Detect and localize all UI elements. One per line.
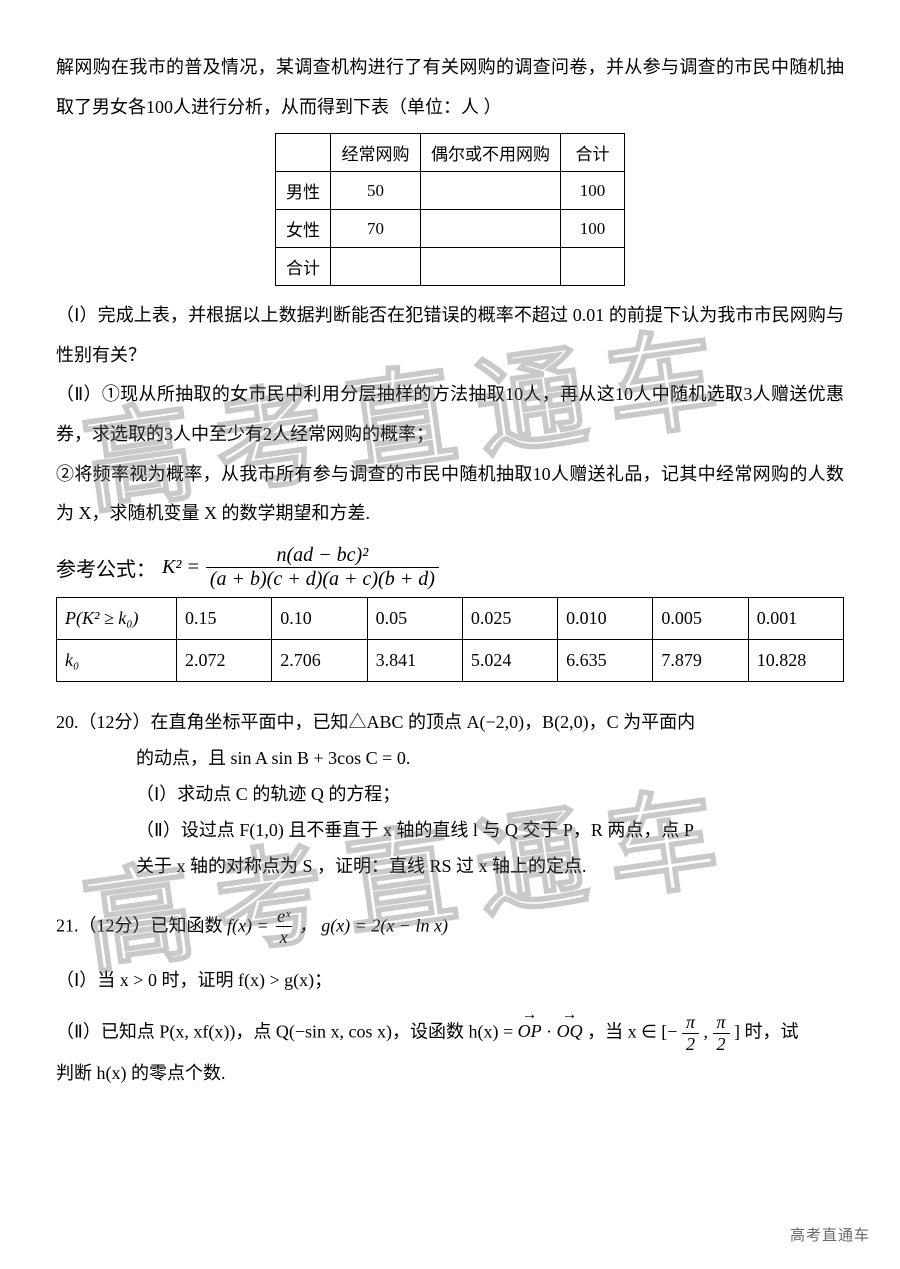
table-row: 男性 50 100 bbox=[276, 172, 625, 210]
cell: 2.706 bbox=[272, 639, 367, 681]
q20-line: 20.（12分）在直角坐标平面中，已知△ABC 的顶点 A(−2,0)，B(2,… bbox=[56, 704, 844, 740]
cell: 0.05 bbox=[367, 597, 462, 639]
ref-row-head: P(K² ≥ k₀) bbox=[57, 597, 177, 639]
formula-numerator: n(ad − bc)² bbox=[273, 544, 373, 567]
interval-sep: , bbox=[703, 1021, 712, 1041]
q21-part-I: （Ⅰ）当 x > 0 时，证明 f(x) > g(x)； bbox=[56, 962, 844, 998]
formula-lhs: K² = bbox=[162, 556, 200, 579]
question-part-I: （Ⅰ）完成上表，并根据以上数据判断能否在犯错误的概率不超过 0.01 的前提下认… bbox=[56, 296, 844, 375]
question-part-II-1: （Ⅱ）①现从所抽取的女市民中利用分层抽样的方法抽取10人，再从这10人中随机选取… bbox=[56, 375, 844, 454]
q20-line: 关于 x 轴的对称点为 S ，证明：直线 RS 过 x 轴上的定点. bbox=[136, 848, 844, 884]
q21-head: 21.（12分）已知函数 f(x) = eˣ x ， g(x) = 2(x − … bbox=[56, 906, 844, 948]
frac-den: x bbox=[276, 926, 292, 948]
formula-denominator: (a + b)(c + d)(a + c)(b + d) bbox=[206, 567, 439, 591]
q21-II-text: （Ⅱ）已知点 P(x, xf(x))，点 Q(−sin x, cos x)，设函… bbox=[56, 1021, 518, 1041]
ref-row-head: k₀ bbox=[57, 639, 177, 681]
cell: 50 bbox=[331, 172, 421, 210]
table-header-blank bbox=[276, 134, 331, 172]
cell: 0.010 bbox=[558, 597, 653, 639]
cell: 6.635 bbox=[558, 639, 653, 681]
q20-line: 的动点，且 sin A sin B + 3cos C = 0. bbox=[136, 740, 844, 776]
intro-paragraph: 解网购在我市的普及情况，某调查机构进行了有关网购的调查问卷，并从参与调查的市民中… bbox=[56, 48, 844, 127]
cell bbox=[561, 248, 625, 286]
q21-fx-frac: eˣ x bbox=[273, 906, 294, 948]
survey-table: 经常网购 偶尔或不用网购 合计 男性 50 100 女性 70 100 合计 bbox=[275, 133, 625, 286]
table-row: 合计 bbox=[276, 248, 625, 286]
cell: 5.024 bbox=[462, 639, 557, 681]
pi-over-2: π 2 bbox=[682, 1012, 699, 1054]
cell: 7.879 bbox=[653, 639, 748, 681]
q21-II-text: ] 时，试 bbox=[734, 1021, 799, 1041]
cell: 0.005 bbox=[653, 597, 748, 639]
cell: 3.841 bbox=[367, 639, 462, 681]
cell: 0.001 bbox=[748, 597, 843, 639]
formula-fraction: n(ad − bc)² (a + b)(c + d)(a + c)(b + d) bbox=[206, 544, 439, 591]
frac-num: eˣ bbox=[273, 906, 294, 927]
q20-line: （Ⅰ）求动点 C 的轨迹 Q 的方程； bbox=[136, 776, 844, 812]
row-label: 女性 bbox=[276, 210, 331, 248]
table-header: 合计 bbox=[561, 134, 625, 172]
pi-over-2: π 2 bbox=[712, 1012, 729, 1054]
cell: 0.025 bbox=[462, 597, 557, 639]
cell bbox=[421, 172, 561, 210]
vector-OP: OP bbox=[518, 1013, 542, 1049]
table-header: 偶尔或不用网购 bbox=[421, 134, 561, 172]
q21-part-II: （Ⅱ）已知点 P(x, xf(x))，点 Q(−sin x, cos x)，设函… bbox=[56, 1012, 844, 1054]
q21-II-end: 判断 h(x) 的零点个数. bbox=[56, 1055, 844, 1091]
cell bbox=[421, 248, 561, 286]
formula-label: 参考公式： bbox=[56, 553, 156, 582]
table-row: P(K² ≥ k₀) 0.15 0.10 0.05 0.025 0.010 0.… bbox=[57, 597, 844, 639]
table-row: 女性 70 100 bbox=[276, 210, 625, 248]
cell: 100 bbox=[561, 172, 625, 210]
table-row: k₀ 2.072 2.706 3.841 5.024 6.635 7.879 1… bbox=[57, 639, 844, 681]
table-header: 经常网购 bbox=[331, 134, 421, 172]
cell: 100 bbox=[561, 210, 625, 248]
question-20: 20.（12分）在直角坐标平面中，已知△ABC 的顶点 A(−2,0)，B(2,… bbox=[56, 704, 844, 884]
cell: 10.828 bbox=[748, 639, 843, 681]
row-label: 男性 bbox=[276, 172, 331, 210]
reference-formula: 参考公式： K² = n(ad − bc)² (a + b)(c + d)(a … bbox=[56, 544, 844, 591]
cell: 0.10 bbox=[272, 597, 367, 639]
cell: 70 bbox=[331, 210, 421, 248]
frac-num: π bbox=[682, 1012, 699, 1033]
q21-gx: ， g(x) = 2(x − ln x) bbox=[299, 915, 448, 935]
q21-fx-lhs: f(x) = bbox=[227, 915, 273, 935]
question-part-II-2: ②将频率视为概率，从我市所有参与调查的市民中随机抽取10人赠送礼品，记其中经常网… bbox=[56, 455, 844, 534]
frac-den: 2 bbox=[682, 1033, 699, 1055]
q21-head-text: 21.（12分）已知函数 bbox=[56, 915, 227, 935]
frac-den: 2 bbox=[713, 1033, 730, 1055]
question-21: 21.（12分）已知函数 f(x) = eˣ x ， g(x) = 2(x − … bbox=[56, 906, 844, 1091]
q21-II-text: ，当 x ∈ [− bbox=[587, 1021, 677, 1041]
vector-OQ: OQ bbox=[557, 1013, 583, 1049]
footer-watermark: 高考直通车 bbox=[790, 1224, 870, 1245]
frac-num: π bbox=[712, 1012, 729, 1033]
dot-operator: · bbox=[546, 1021, 557, 1041]
cell bbox=[331, 248, 421, 286]
cell: 0.15 bbox=[177, 597, 272, 639]
q20-line: （Ⅱ）设过点 F(1,0) 且不垂直于 x 轴的直线 l 与 Q 交于 P，R … bbox=[136, 812, 844, 848]
cell: 2.072 bbox=[177, 639, 272, 681]
chi-square-reference-table: P(K² ≥ k₀) 0.15 0.10 0.05 0.025 0.010 0.… bbox=[56, 597, 844, 682]
row-label: 合计 bbox=[276, 248, 331, 286]
cell bbox=[421, 210, 561, 248]
